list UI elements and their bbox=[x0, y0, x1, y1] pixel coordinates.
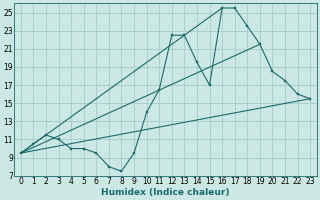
X-axis label: Humidex (Indice chaleur): Humidex (Indice chaleur) bbox=[101, 188, 230, 197]
